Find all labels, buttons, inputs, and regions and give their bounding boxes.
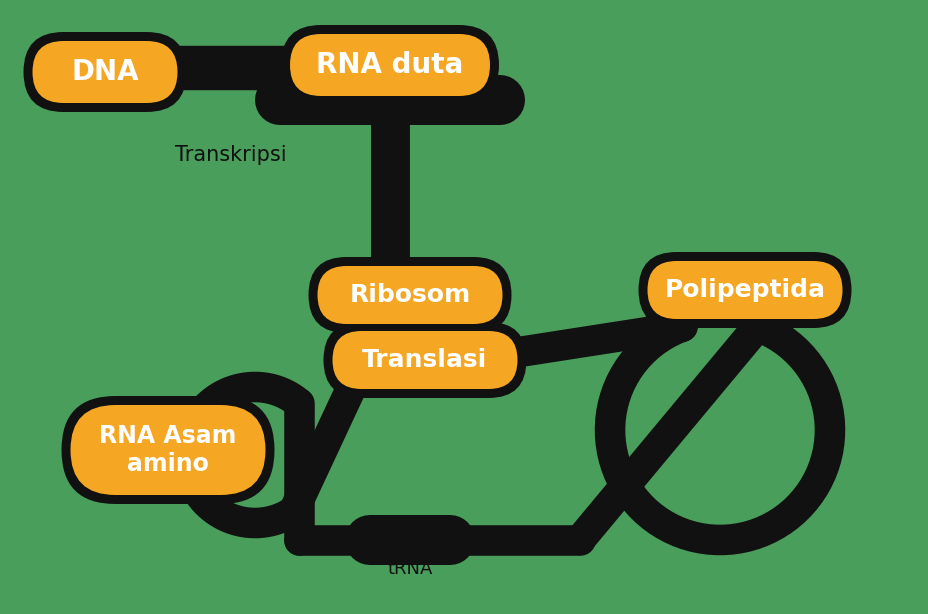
FancyBboxPatch shape bbox=[280, 25, 498, 105]
Text: Ribosom: Ribosom bbox=[349, 283, 470, 307]
FancyBboxPatch shape bbox=[647, 261, 842, 319]
Text: Polipeptida: Polipeptida bbox=[664, 278, 825, 302]
FancyBboxPatch shape bbox=[23, 32, 187, 112]
Text: Translasi: Translasi bbox=[362, 348, 487, 372]
Text: tRNA: tRNA bbox=[387, 560, 432, 578]
FancyBboxPatch shape bbox=[71, 405, 265, 495]
FancyBboxPatch shape bbox=[317, 266, 502, 324]
FancyBboxPatch shape bbox=[61, 396, 274, 504]
Text: DNA: DNA bbox=[71, 58, 138, 86]
FancyBboxPatch shape bbox=[308, 257, 511, 333]
FancyBboxPatch shape bbox=[638, 252, 851, 328]
Text: RNA duta: RNA duta bbox=[316, 51, 463, 79]
Text: RNA Asam
amino: RNA Asam amino bbox=[99, 424, 237, 476]
Text: Transkripsi: Transkripsi bbox=[174, 145, 287, 165]
FancyBboxPatch shape bbox=[290, 34, 489, 96]
FancyBboxPatch shape bbox=[32, 41, 177, 103]
FancyBboxPatch shape bbox=[332, 331, 517, 389]
FancyBboxPatch shape bbox=[323, 322, 526, 398]
